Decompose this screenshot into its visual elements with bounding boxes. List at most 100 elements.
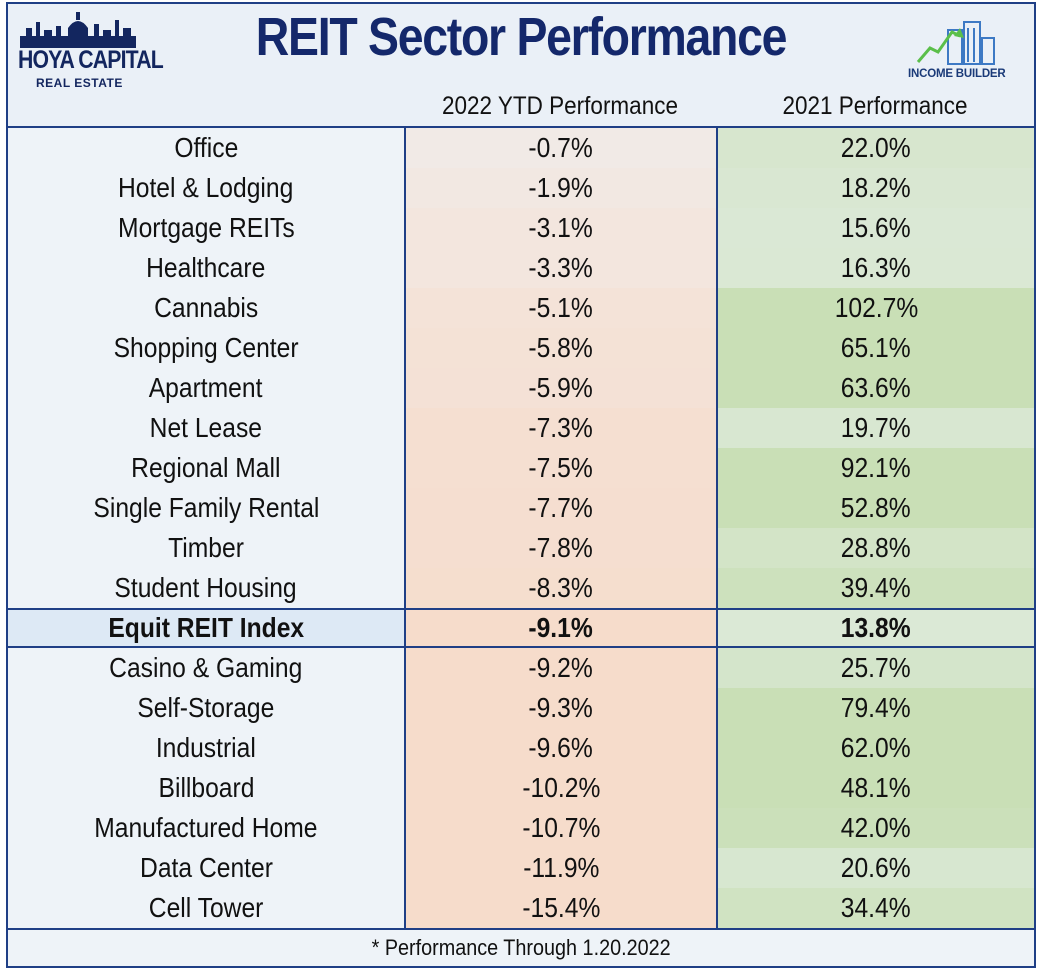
sector-name-cell-text: Mortgage REITs (117, 212, 295, 243)
value-2021-cell: 19.7% (716, 408, 1034, 448)
table-row: Industrial -9.6% 62.0% (8, 728, 1034, 768)
value-2021-cell-text: 15.6% (841, 212, 911, 243)
rising-chart-icon (916, 21, 995, 65)
sector-name-cell: Equit REIT Index (8, 610, 404, 646)
sector-name-cell: Regional Mall (8, 448, 404, 488)
sector-name-cell-text: Single Family Rental (93, 492, 319, 523)
ytd-value-cell-text: -9.3% (528, 692, 594, 723)
value-2021-cell-text: 79.4% (841, 692, 911, 723)
value-2021-cell-text: 65.1% (841, 332, 911, 363)
ytd-value-cell: -5.9% (404, 368, 716, 408)
value-2021-cell-text: 34.4% (841, 892, 911, 923)
header: HOYA CAPITAL REAL ESTATE REIT Sector Per… (8, 4, 1034, 126)
column-header-2021: 2021 Performance (782, 92, 968, 120)
ytd-value-cell-text: -7.5% (528, 452, 594, 483)
ytd-value-cell: -3.3% (404, 248, 716, 288)
sector-name-cell-text: Office (174, 132, 238, 163)
ytd-value-cell: -1.9% (404, 168, 716, 208)
ytd-value-cell: -7.8% (404, 528, 716, 568)
footnote-text: * Performance Through 1.20.2022 (371, 935, 671, 960)
sector-name-cell: Cell Tower (8, 888, 404, 928)
value-2021-cell-text: 39.4% (841, 572, 911, 603)
sector-name-cell-text: Net Lease (149, 412, 263, 443)
sector-name-cell-text: Cell Tower (148, 892, 264, 923)
ytd-value-cell: -10.2% (404, 768, 716, 808)
header-divider (8, 126, 1034, 128)
sector-name-cell: Office (8, 128, 404, 168)
sector-name-cell-text: Industrial (156, 732, 256, 763)
income-builder-logo: INCOME BUILDER (904, 18, 1014, 88)
income-builder-label: INCOME BUILDER (908, 68, 1006, 80)
table-row: Student Housing -8.3% 39.4% (8, 568, 1034, 608)
table-frame: HOYA CAPITAL REAL ESTATE REIT Sector Per… (6, 2, 1036, 968)
ytd-value-cell-text: -5.1% (528, 292, 594, 323)
ytd-value-cell: -15.4% (404, 888, 716, 928)
table-row: Office -0.7% 22.0% (8, 128, 1034, 168)
ytd-value-cell-text: -5.9% (528, 372, 594, 403)
sector-name-cell: Mortgage REITs (8, 208, 404, 248)
sector-name-cell: Cannabis (8, 288, 404, 328)
ytd-value-cell: -5.8% (404, 328, 716, 368)
ytd-value-cell: -7.5% (404, 448, 716, 488)
sector-name-cell: Apartment (8, 368, 404, 408)
capitol-skyline-icon (20, 12, 136, 48)
sector-name-cell-text: Manufactured Home (94, 812, 318, 843)
value-2021-cell-text: 19.7% (841, 412, 911, 443)
value-2021-cell: 48.1% (716, 768, 1034, 808)
ytd-value-cell-text: -7.7% (528, 492, 594, 523)
value-2021-cell-text: 20.6% (841, 852, 911, 883)
sector-name-cell: Shopping Center (8, 328, 404, 368)
ytd-value-cell-text: -11.9% (522, 852, 600, 883)
table-row: Apartment -5.9% 63.6% (8, 368, 1034, 408)
value-2021-cell: 34.4% (716, 888, 1034, 928)
value-2021-cell: 79.4% (716, 688, 1034, 728)
ytd-value-cell: -7.7% (404, 488, 716, 528)
ytd-value-cell: -7.3% (404, 408, 716, 448)
footnote: * Performance Through 1.20.2022 (8, 930, 1034, 966)
sector-name-cell: Healthcare (8, 248, 404, 288)
sector-name-cell-text: Billboard (158, 772, 254, 803)
table-row: Data Center -11.9% 20.6% (8, 848, 1034, 888)
ytd-value-cell: -5.1% (404, 288, 716, 328)
ytd-value-cell-text: -5.8% (528, 332, 594, 363)
footer-divider (8, 928, 1034, 930)
sector-name-cell-text: Apartment (149, 372, 263, 403)
value-2021-cell-text: 18.2% (841, 172, 911, 203)
ytd-value-cell-text: -7.3% (528, 412, 594, 443)
value-2021-cell-text: 48.1% (841, 772, 911, 803)
value-2021-cell: 18.2% (716, 168, 1034, 208)
ytd-value-cell-text: -9.2% (528, 652, 594, 683)
ytd-value-cell-text: -8.3% (528, 572, 594, 603)
value-2021-cell-text: 92.1% (841, 452, 911, 483)
value-2021-cell-text: 52.8% (841, 492, 911, 523)
performance-table: Office -0.7% 22.0% Hotel & Lodging -1.9% 18.2… (8, 128, 1034, 928)
sector-name-cell-text: Self-Storage (137, 692, 275, 723)
sector-name-cell-text: Healthcare (146, 252, 266, 283)
sector-name-cell-text: Equit REIT Index (108, 612, 304, 643)
ytd-value-cell-text: -15.4% (521, 892, 601, 923)
ytd-value-cell-text: -10.7% (521, 812, 601, 843)
ytd-value-cell: -10.7% (404, 808, 716, 848)
sector-name-cell-text: Casino & Gaming (109, 652, 303, 683)
index-row: Equit REIT Index -9.1% 13.8% (8, 608, 1034, 648)
value-2021-cell-text: 16.3% (841, 252, 911, 283)
ytd-value-cell-text: -10.2% (521, 772, 601, 803)
value-2021-cell: 13.8% (716, 610, 1034, 646)
sector-name-cell-text: Regional Mall (131, 452, 281, 483)
ytd-value-cell: -8.3% (404, 568, 716, 608)
value-2021-cell-text: 13.8% (841, 612, 911, 643)
value-2021-cell: 22.0% (716, 128, 1034, 168)
logo-sub-text: REAL ESTATE (36, 76, 123, 90)
table-row: Manufactured Home -10.7% 42.0% (8, 808, 1034, 848)
value-2021-cell-text: 102.7% (834, 292, 918, 323)
ytd-value-cell-text: -9.1% (528, 612, 594, 643)
table-row: Billboard -10.2% 48.1% (8, 768, 1034, 808)
table-row: Cell Tower -15.4% 34.4% (8, 888, 1034, 928)
table-row: Healthcare -3.3% 16.3% (8, 248, 1034, 288)
value-2021-cell-text: 22.0% (841, 132, 911, 163)
column-header-2022-ytd: 2022 YTD Performance (442, 92, 678, 120)
value-2021-cell: 65.1% (716, 328, 1034, 368)
ytd-value-cell: -9.6% (404, 728, 716, 768)
value-2021-cell: 62.0% (716, 728, 1034, 768)
page-title: REIT Sector Performance (255, 7, 788, 67)
